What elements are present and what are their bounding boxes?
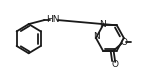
Text: O: O [112, 60, 119, 69]
Text: O: O [120, 38, 127, 47]
Text: HN: HN [47, 15, 60, 24]
Text: N: N [93, 32, 100, 41]
Text: N: N [99, 19, 106, 28]
